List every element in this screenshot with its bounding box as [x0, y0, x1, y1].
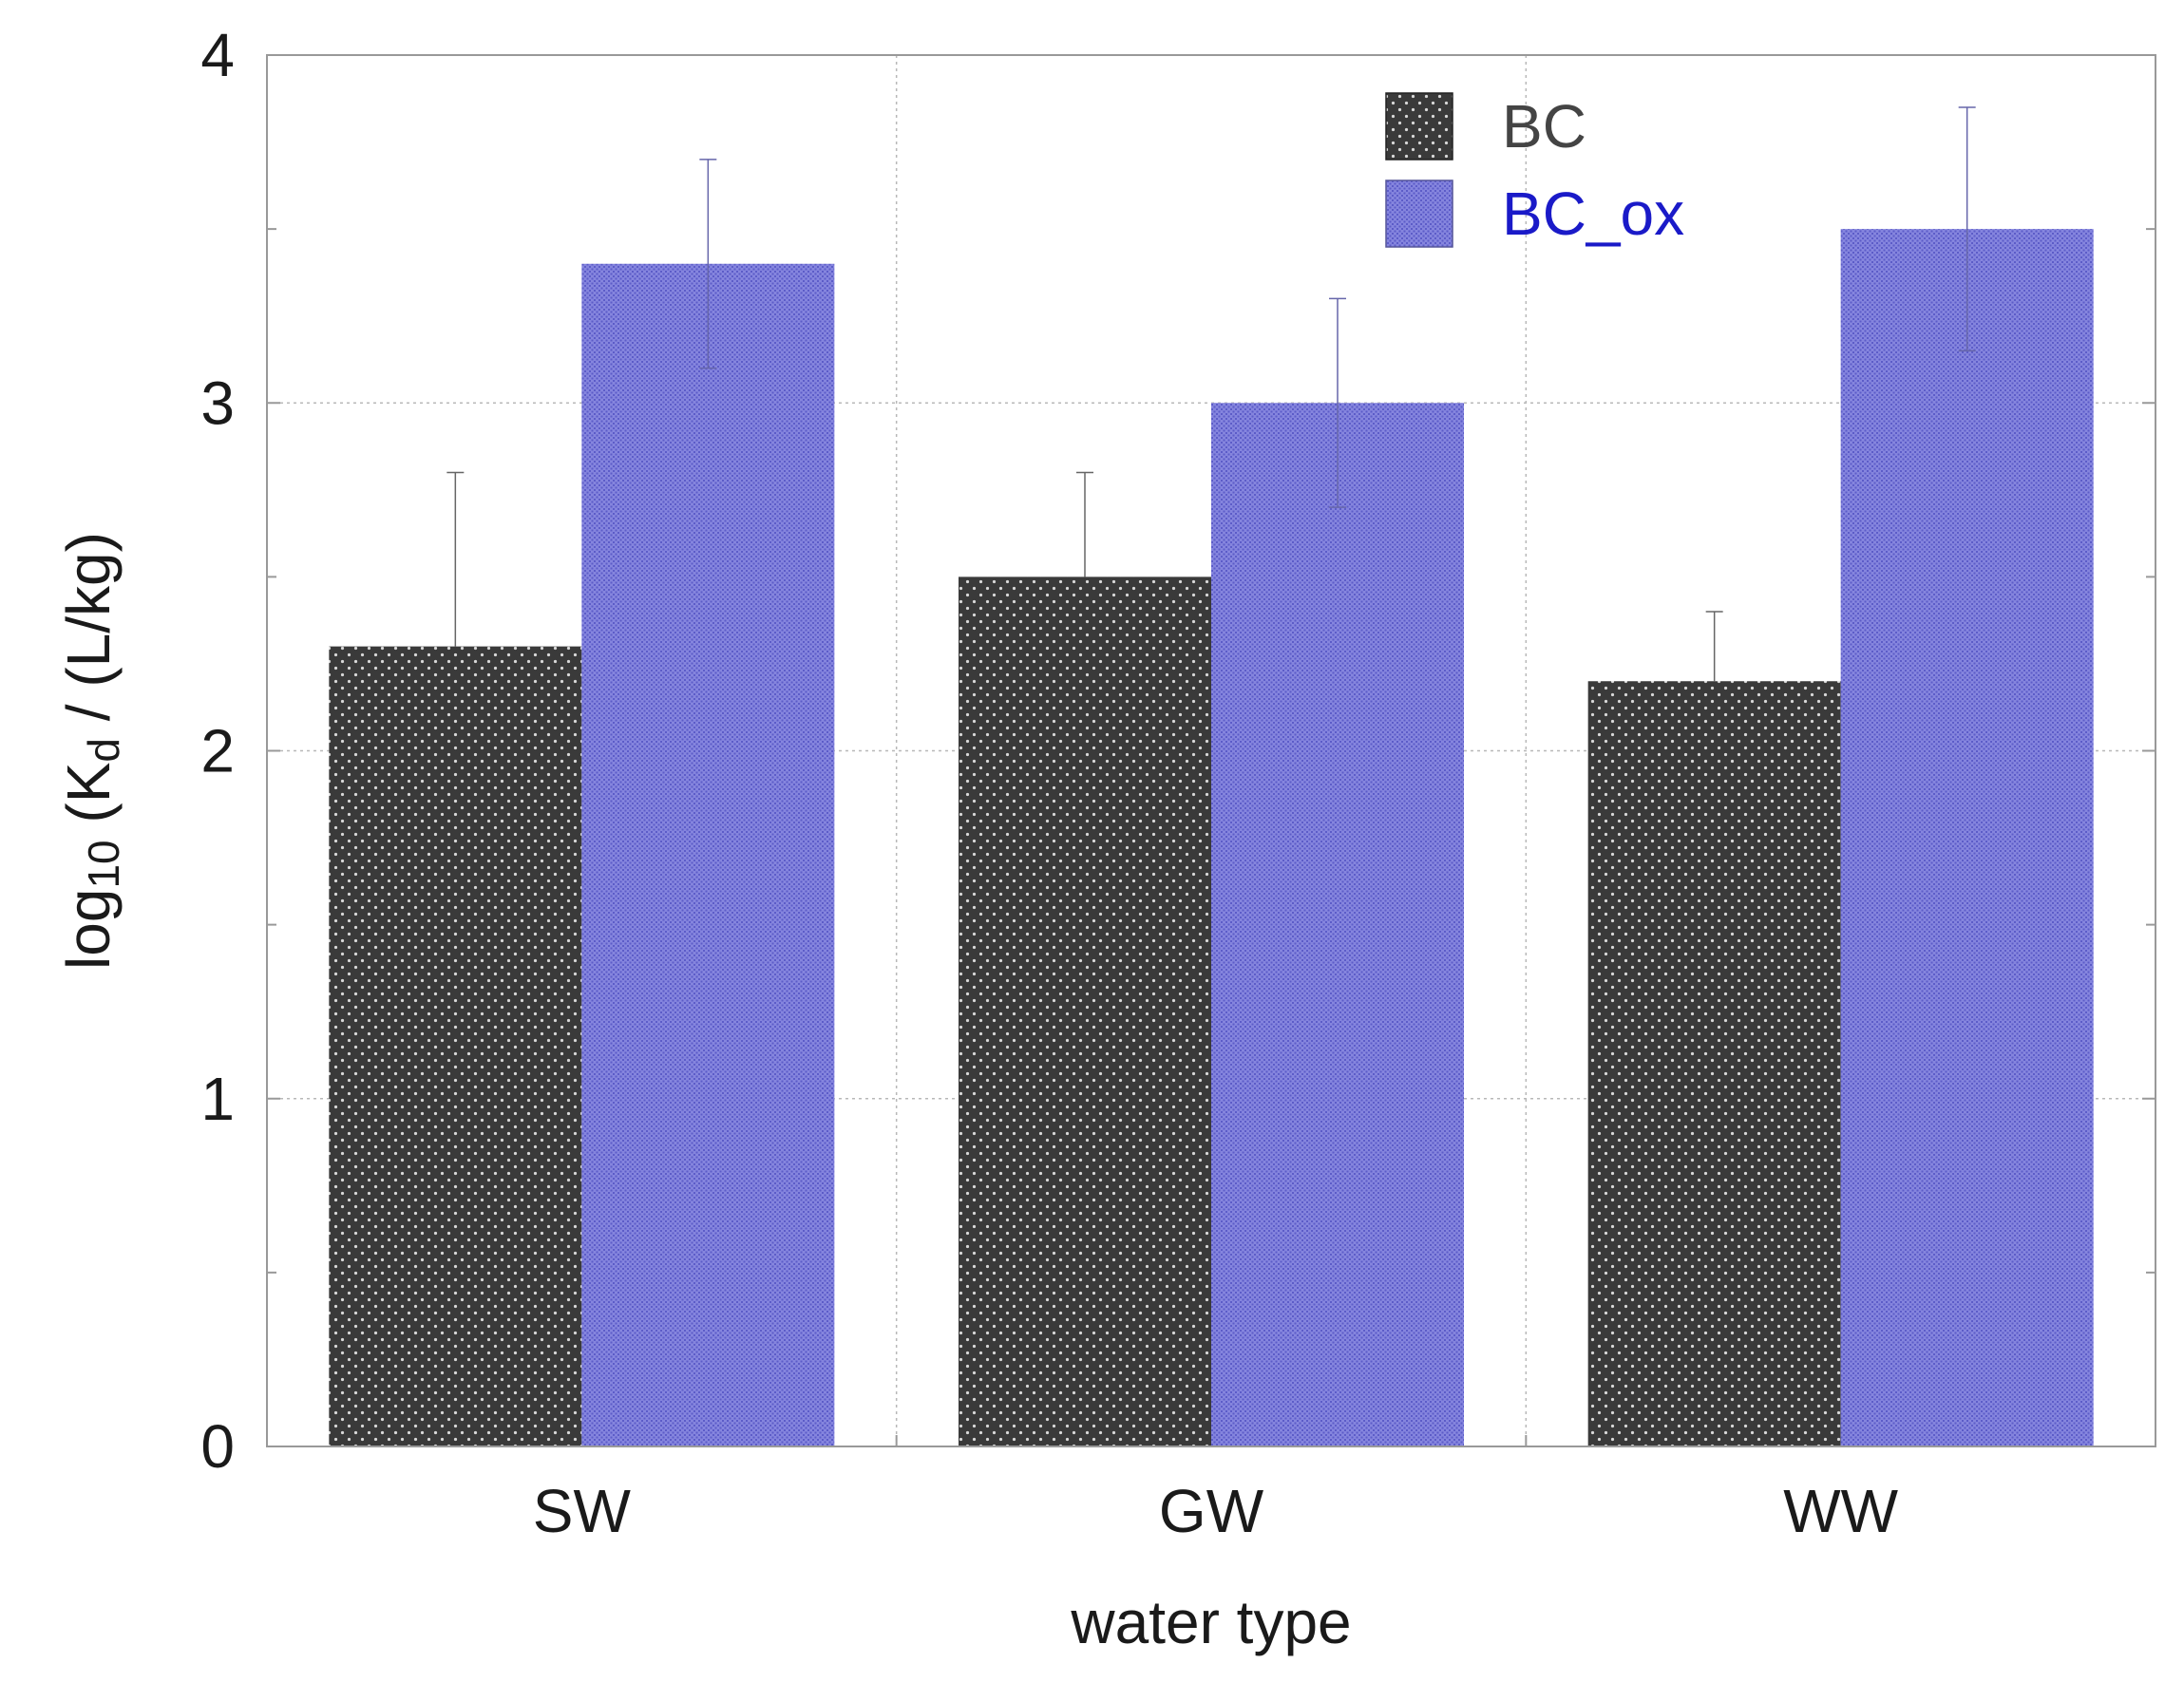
- y-axis-label-units: / (L/kg): [54, 532, 123, 738]
- bar-bc-ox-gw: [1211, 403, 1464, 1446]
- y-axis-label-kd: (K: [54, 763, 123, 841]
- legend-label-bc-ox: BC_ox: [1502, 180, 1684, 248]
- bar-bc-ww: [1587, 681, 1841, 1446]
- x-tick-label: GW: [1159, 1477, 1264, 1545]
- y-axis-label-log-subscript: 10: [79, 840, 128, 888]
- bar-bc-sw: [329, 646, 582, 1446]
- bar-bc-gw: [959, 576, 1211, 1446]
- y-tick-label: 3: [200, 369, 235, 437]
- y-tick-label: 4: [200, 21, 235, 89]
- legend-label-bc: BC: [1502, 92, 1586, 161]
- y-axis-label: log10 (Kd / (L/kg): [54, 532, 128, 970]
- y-tick-label: 2: [200, 717, 235, 785]
- legend-swatch-bc-ox: [1385, 180, 1453, 248]
- y-tick-label: 1: [200, 1065, 235, 1133]
- x-tick-label: SW: [533, 1477, 632, 1545]
- x-tick-label: WW: [1783, 1477, 1898, 1545]
- bar-bc-ox-sw: [581, 263, 835, 1446]
- x-axis-label: water type: [1070, 1588, 1351, 1656]
- axis-ticks: [266, 54, 2156, 1447]
- legend: BC BC_ox: [1385, 92, 1684, 248]
- bar-bc-ox-ww: [1840, 229, 2094, 1446]
- legend-swatch-bc: [1385, 92, 1453, 161]
- y-axis-label-kd-subscript: d: [79, 738, 128, 763]
- axis-tick-labels: 0 1 2 3 4 SW GW WW: [200, 21, 1898, 1545]
- y-axis-label-log: log: [54, 889, 123, 970]
- y-tick-label: 0: [200, 1412, 235, 1481]
- error-bars: [446, 106, 1976, 682]
- bars: [329, 229, 2094, 1446]
